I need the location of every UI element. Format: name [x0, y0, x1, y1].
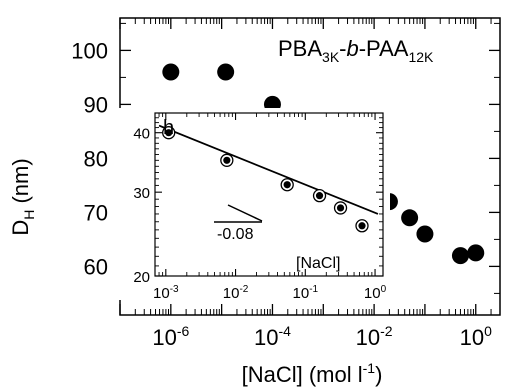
inset-data-point	[223, 156, 231, 164]
main-x-tick-label: 100	[460, 323, 492, 350]
inset-y-tick-label: 30	[133, 185, 150, 202]
main-data-point	[162, 63, 180, 81]
inset-data-point	[165, 129, 173, 137]
main-y-tick-label: 80	[84, 146, 108, 171]
main-data-point	[401, 209, 419, 227]
inset-x-tick-label: 10-1	[293, 284, 319, 302]
inset-tick-labels: 10-3 10-2 10-1 100 20 30 40	[133, 126, 386, 302]
sample-label: PBA3K-b-PAA12K	[278, 36, 434, 65]
main-x-tick-label: 10-4	[254, 323, 291, 350]
inset-fit-line-segment	[158, 124, 379, 215]
main-y-tick-label: 100	[71, 38, 108, 63]
main-y-tick-label: 70	[84, 200, 108, 225]
main-y-tick-label: 60	[84, 254, 108, 279]
slope-label: -0.08	[217, 226, 254, 243]
main-tick-labels: 10-6 10-4 10-2 100 60 70 80 90 100	[71, 38, 492, 350]
inset-x-tick-label: 10-2	[223, 284, 249, 302]
inset-data-points	[162, 126, 369, 233]
inset-x-tick-label: 10-3	[153, 284, 179, 302]
inset-data-point	[336, 204, 345, 212]
main-x-tick-label: 10-6	[152, 323, 189, 350]
main-y-tick-label: 90	[84, 92, 108, 117]
x-axis-label: [NaCl] (mol l-1)	[242, 360, 383, 387]
main-x-tick-label: 10-2	[356, 323, 393, 350]
inset-panel-label: h	[163, 117, 174, 139]
inset-data-point	[315, 192, 324, 200]
inset-y-tick-label: 20	[133, 269, 150, 286]
inset-plot-panel: 10-3 10-2 10-1 100 20 30 40 h [NaCl] -0.08	[114, 108, 390, 302]
main-data-point	[467, 244, 485, 262]
main-data-points	[162, 63, 485, 265]
inset-data-point	[358, 222, 366, 230]
inset-x-axis-text: [NaCl]	[296, 255, 340, 272]
inset-fit-line	[158, 124, 379, 215]
inset-data-point	[283, 181, 291, 189]
main-data-point	[217, 63, 235, 81]
main-data-point	[416, 225, 434, 243]
main-data-point	[451, 247, 469, 265]
inset-axis-ticks	[154, 112, 383, 277]
inset-y-tick-label: 40	[133, 126, 150, 143]
y-axis-label: DH (nm)	[8, 158, 37, 235]
inset-x-tick-label: 100	[364, 284, 387, 302]
slope-triangle-edge	[227, 204, 263, 222]
